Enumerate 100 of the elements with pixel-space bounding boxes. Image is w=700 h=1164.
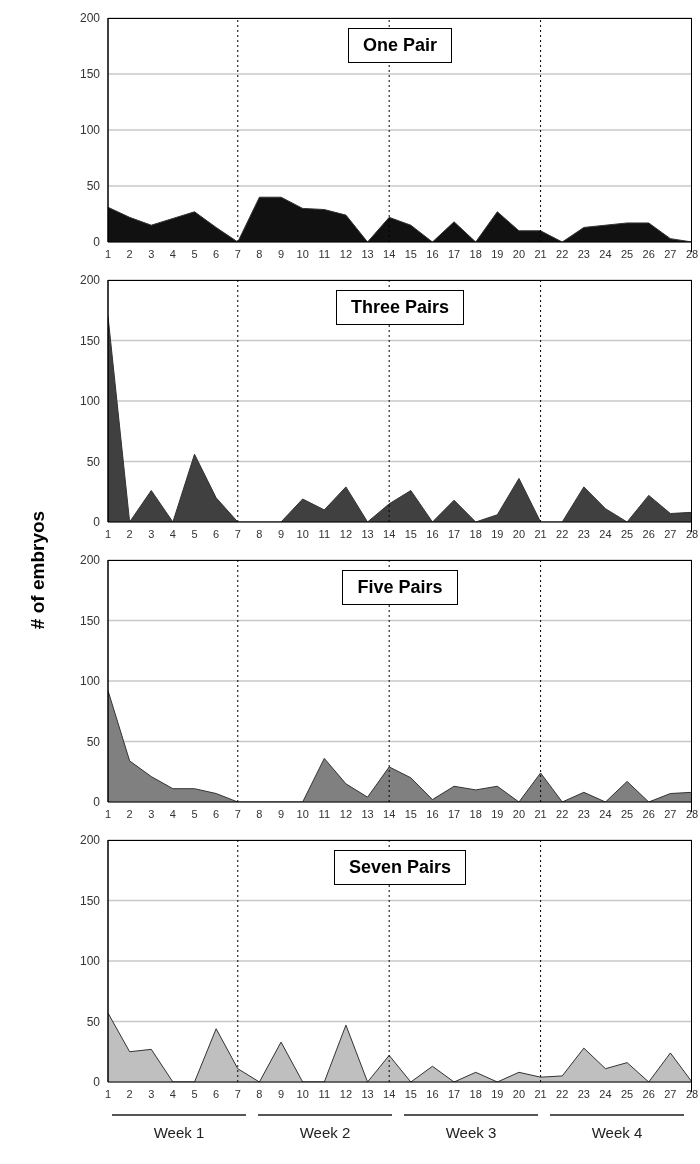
x-tick-label: 7 xyxy=(234,807,241,820)
x-tick-label: 2 xyxy=(126,1087,133,1100)
x-tick-label: 24 xyxy=(599,247,612,260)
x-tick-label: 7 xyxy=(234,527,241,540)
y-tick-label: 100 xyxy=(79,954,101,969)
x-tick-label: 8 xyxy=(256,247,263,260)
x-tick-label: 21 xyxy=(534,1087,547,1100)
y-tick-label: 0 xyxy=(93,515,101,530)
x-tick-label: 23 xyxy=(577,1087,590,1100)
x-tick-label: 23 xyxy=(577,527,590,540)
x-tick-label: 18 xyxy=(469,1087,482,1100)
x-tick-label: 17 xyxy=(447,247,461,260)
x-tick-label: 4 xyxy=(169,1087,176,1100)
y-tick-label: 150 xyxy=(79,893,101,908)
y-tick-label: 0 xyxy=(93,795,101,810)
x-tick-label: 5 xyxy=(191,807,198,820)
x-tick-label: 1 xyxy=(104,807,112,820)
x-tick-label: 20 xyxy=(512,1087,526,1100)
x-tick-label: 4 xyxy=(169,247,176,260)
x-tick-label: 10 xyxy=(296,807,309,820)
x-tick-label: 27 xyxy=(664,1087,677,1100)
x-tick-label: 21 xyxy=(534,247,547,260)
x-tick-label: 23 xyxy=(577,247,590,260)
x-tick-label: 22 xyxy=(556,527,569,540)
x-tick-label: 24 xyxy=(599,527,612,540)
x-tick-label: 8 xyxy=(256,527,263,540)
x-tick-label: 14 xyxy=(383,807,396,820)
x-tick-label: 13 xyxy=(361,807,374,820)
x-tick-label: 3 xyxy=(148,527,155,540)
y-tick-label: 0 xyxy=(93,235,101,250)
text: Three Pairs xyxy=(335,290,465,325)
x-tick-label: 3 xyxy=(148,807,155,820)
x-tick-label: 17 xyxy=(447,527,461,540)
text: Week 4 xyxy=(591,1124,643,1141)
x-tick-label: 9 xyxy=(277,807,285,820)
x-tick-label: 19 xyxy=(491,807,504,820)
text: Week 2 xyxy=(299,1124,351,1141)
x-tick-label: 1 xyxy=(104,527,112,540)
x-tick-label: 18 xyxy=(469,247,482,260)
x-tick-label: 25 xyxy=(620,247,634,260)
x-tick-label: 9 xyxy=(277,1087,285,1100)
x-tick-label: 15 xyxy=(404,247,417,260)
x-tick-label: 21 xyxy=(534,807,547,820)
y-tick-label: 50 xyxy=(86,454,101,469)
y-tick-label: 50 xyxy=(86,734,101,749)
x-tick-label: 10 xyxy=(296,527,309,540)
y-tick-label: 200 xyxy=(79,11,101,26)
y-tick-label: 150 xyxy=(79,67,101,82)
x-tick-label: 13 xyxy=(361,527,374,540)
y-tick-label: 100 xyxy=(79,674,101,689)
x-tick-label: 12 xyxy=(339,247,353,260)
x-tick-label: 11 xyxy=(318,247,331,260)
y-tick-label: 100 xyxy=(79,123,101,138)
y-tick-label: 200 xyxy=(79,273,101,288)
x-tick-label: 26 xyxy=(642,527,655,540)
x-tick-label: 22 xyxy=(556,247,569,260)
x-tick-label: 16 xyxy=(426,807,439,820)
x-tick-label: 6 xyxy=(213,527,220,540)
x-tick-label: 27 xyxy=(664,527,677,540)
x-tick-label: 2 xyxy=(126,807,133,820)
x-tick-label: 6 xyxy=(213,1087,220,1100)
x-tick-label: 24 xyxy=(599,807,612,820)
y-tick-label: 150 xyxy=(79,613,101,628)
x-tick-label: 15 xyxy=(404,807,417,820)
x-tick-label: 3 xyxy=(148,247,155,260)
x-tick-label: 23 xyxy=(577,807,590,820)
text: Seven Pairs xyxy=(333,850,467,885)
x-tick-label: 4 xyxy=(169,807,176,820)
text: Week 3 xyxy=(445,1124,497,1141)
x-tick-label: 15 xyxy=(404,527,417,540)
x-tick-label: 28 xyxy=(685,807,699,820)
text: Week 1 xyxy=(153,1124,205,1141)
x-tick-label: 24 xyxy=(599,1087,612,1100)
x-tick-label: 14 xyxy=(383,527,396,540)
x-tick-label: 13 xyxy=(361,1087,374,1100)
x-tick-label: 4 xyxy=(169,527,176,540)
x-tick-label: 7 xyxy=(234,1087,241,1100)
x-tick-label: 1 xyxy=(104,247,112,260)
x-tick-label: 25 xyxy=(620,807,634,820)
y-tick-label: 100 xyxy=(79,394,101,409)
x-tick-label: 10 xyxy=(296,247,309,260)
x-tick-label: 20 xyxy=(512,807,526,820)
x-tick-label: 17 xyxy=(447,1087,461,1100)
x-tick-label: 15 xyxy=(404,1087,417,1100)
y-axis-title: # of embryos xyxy=(27,510,49,630)
x-tick-label: 27 xyxy=(664,807,677,820)
x-tick-label: 28 xyxy=(685,1087,699,1100)
x-tick-label: 11 xyxy=(318,807,331,820)
x-tick-label: 16 xyxy=(426,1087,439,1100)
x-tick-label: 25 xyxy=(620,527,634,540)
x-tick-label: 5 xyxy=(191,527,198,540)
x-tick-label: 25 xyxy=(620,1087,634,1100)
x-tick-label: 19 xyxy=(491,1087,504,1100)
y-tick-label: 0 xyxy=(93,1075,101,1090)
x-tick-label: 11 xyxy=(318,1087,331,1100)
x-tick-label: 16 xyxy=(426,527,439,540)
x-tick-label: 3 xyxy=(148,1087,155,1100)
x-tick-label: 7 xyxy=(234,247,241,260)
x-tick-label: 12 xyxy=(339,527,353,540)
x-tick-label: 9 xyxy=(277,247,285,260)
